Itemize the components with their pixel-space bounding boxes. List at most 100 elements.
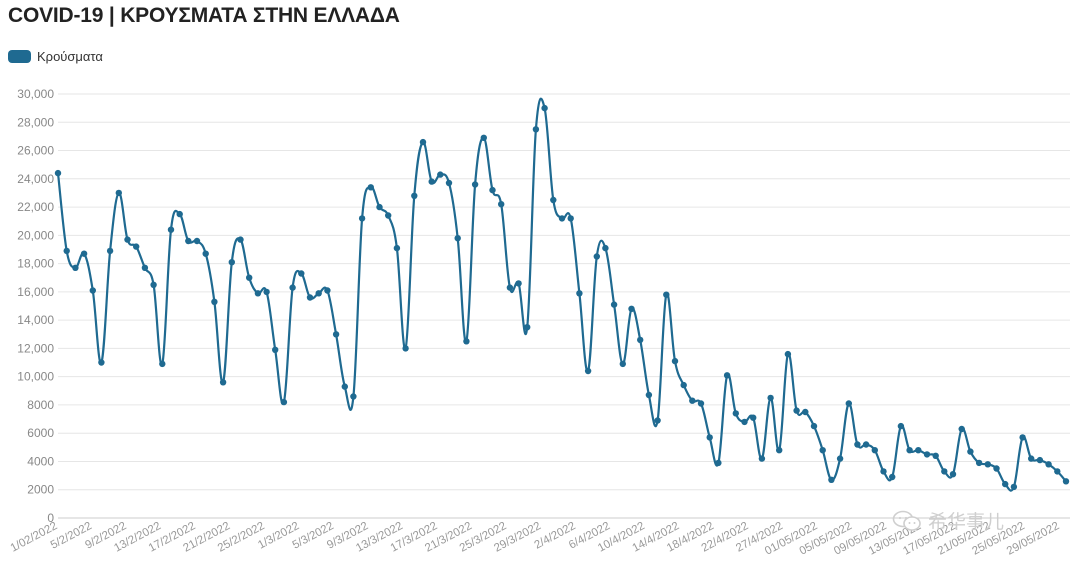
data-point [915, 447, 922, 454]
data-point [228, 259, 235, 266]
data-point [854, 441, 861, 448]
data-point [159, 360, 166, 368]
data-point [584, 367, 592, 375]
data-point [219, 379, 227, 386]
data-point [1036, 456, 1044, 464]
data-point [1045, 461, 1052, 468]
data-point [176, 210, 183, 218]
data-point [845, 400, 852, 407]
data-point [237, 236, 244, 243]
data-point [923, 451, 931, 458]
data-point [776, 447, 783, 454]
data-point [715, 459, 722, 467]
data-point [193, 237, 201, 245]
data-point [202, 250, 209, 257]
watermark: 希华事儿 [892, 507, 1004, 534]
data-point [654, 417, 661, 424]
data-point [810, 422, 818, 430]
data-point [750, 414, 757, 421]
data-point [802, 408, 809, 416]
y-tick-label: 8000 [27, 398, 54, 412]
data-point [906, 447, 913, 454]
data-point [680, 381, 687, 389]
data-point [428, 178, 435, 185]
data-point [941, 468, 948, 475]
data-point [828, 476, 835, 483]
data-point [880, 468, 887, 475]
data-point [419, 138, 427, 146]
data-point [246, 274, 253, 281]
data-point [63, 247, 70, 255]
data-point [411, 192, 418, 199]
wechat-icon [892, 510, 921, 531]
data-point [376, 203, 383, 211]
data-point [498, 201, 505, 208]
legend[interactable]: Κρούσματα [8, 49, 103, 64]
data-point [393, 244, 401, 252]
data-point [358, 215, 366, 222]
data-point [689, 397, 696, 404]
data-point [784, 350, 792, 358]
data-point [489, 186, 496, 194]
data-point [341, 383, 348, 390]
data-point [619, 360, 626, 368]
data-point [480, 134, 487, 141]
data-point [298, 270, 305, 277]
y-tick-label: 6000 [27, 426, 54, 440]
series-line [56, 97, 1067, 492]
data-point [576, 290, 583, 297]
y-tick-label: 0 [47, 511, 54, 525]
data-point [289, 284, 296, 291]
data-point [723, 372, 731, 379]
data-point [697, 400, 705, 407]
data-point [454, 235, 461, 242]
y-tick-label: 4000 [27, 454, 54, 468]
data-point [254, 290, 262, 297]
data-point [967, 448, 974, 455]
legend-label: Κρούσματα [37, 49, 103, 64]
data-point [211, 298, 218, 305]
data-point [532, 126, 540, 133]
data-point [593, 253, 600, 260]
data-point [280, 398, 288, 406]
y-tick-label: 10,000 [17, 370, 54, 384]
data-point [515, 280, 522, 287]
data-point [1054, 468, 1061, 475]
y-tick-label: 26,000 [17, 144, 54, 158]
data-point [150, 281, 157, 288]
data-point [671, 357, 679, 365]
data-point [897, 422, 905, 430]
chart-title: COVID-19 | ΚΡΟΥΣΜΑΤΑ ΣΤΗΝ ΕΛΛΑΔΑ [8, 4, 400, 27]
y-tick-label: 24,000 [17, 172, 54, 186]
data-point [72, 264, 79, 271]
data-point [367, 184, 374, 191]
data-point [471, 181, 479, 188]
data-point [862, 441, 870, 448]
data-point [871, 447, 878, 454]
data-point [1010, 483, 1018, 491]
y-tick-label: 16,000 [17, 285, 54, 299]
data-point [80, 250, 88, 257]
data-point [524, 324, 531, 331]
data-point [741, 418, 748, 426]
data-point [98, 359, 105, 366]
y-tick-label: 20,000 [17, 228, 54, 242]
data-point [89, 287, 97, 294]
data-point [637, 336, 644, 344]
data-point [1002, 480, 1009, 488]
data-point [167, 226, 175, 233]
data-point [706, 434, 713, 441]
data-point [106, 247, 114, 255]
y-tick-label: 28,000 [17, 115, 54, 129]
y-tick-label: 18,000 [17, 257, 54, 271]
data-point [628, 305, 635, 312]
legend-swatch [8, 50, 31, 63]
data-point [836, 455, 844, 462]
y-tick-label: 2000 [27, 483, 54, 497]
data-point [332, 331, 340, 338]
data-point [115, 189, 123, 197]
data-point [645, 391, 653, 399]
data-point [463, 338, 470, 345]
data-point [984, 461, 991, 468]
data-point [732, 410, 739, 417]
